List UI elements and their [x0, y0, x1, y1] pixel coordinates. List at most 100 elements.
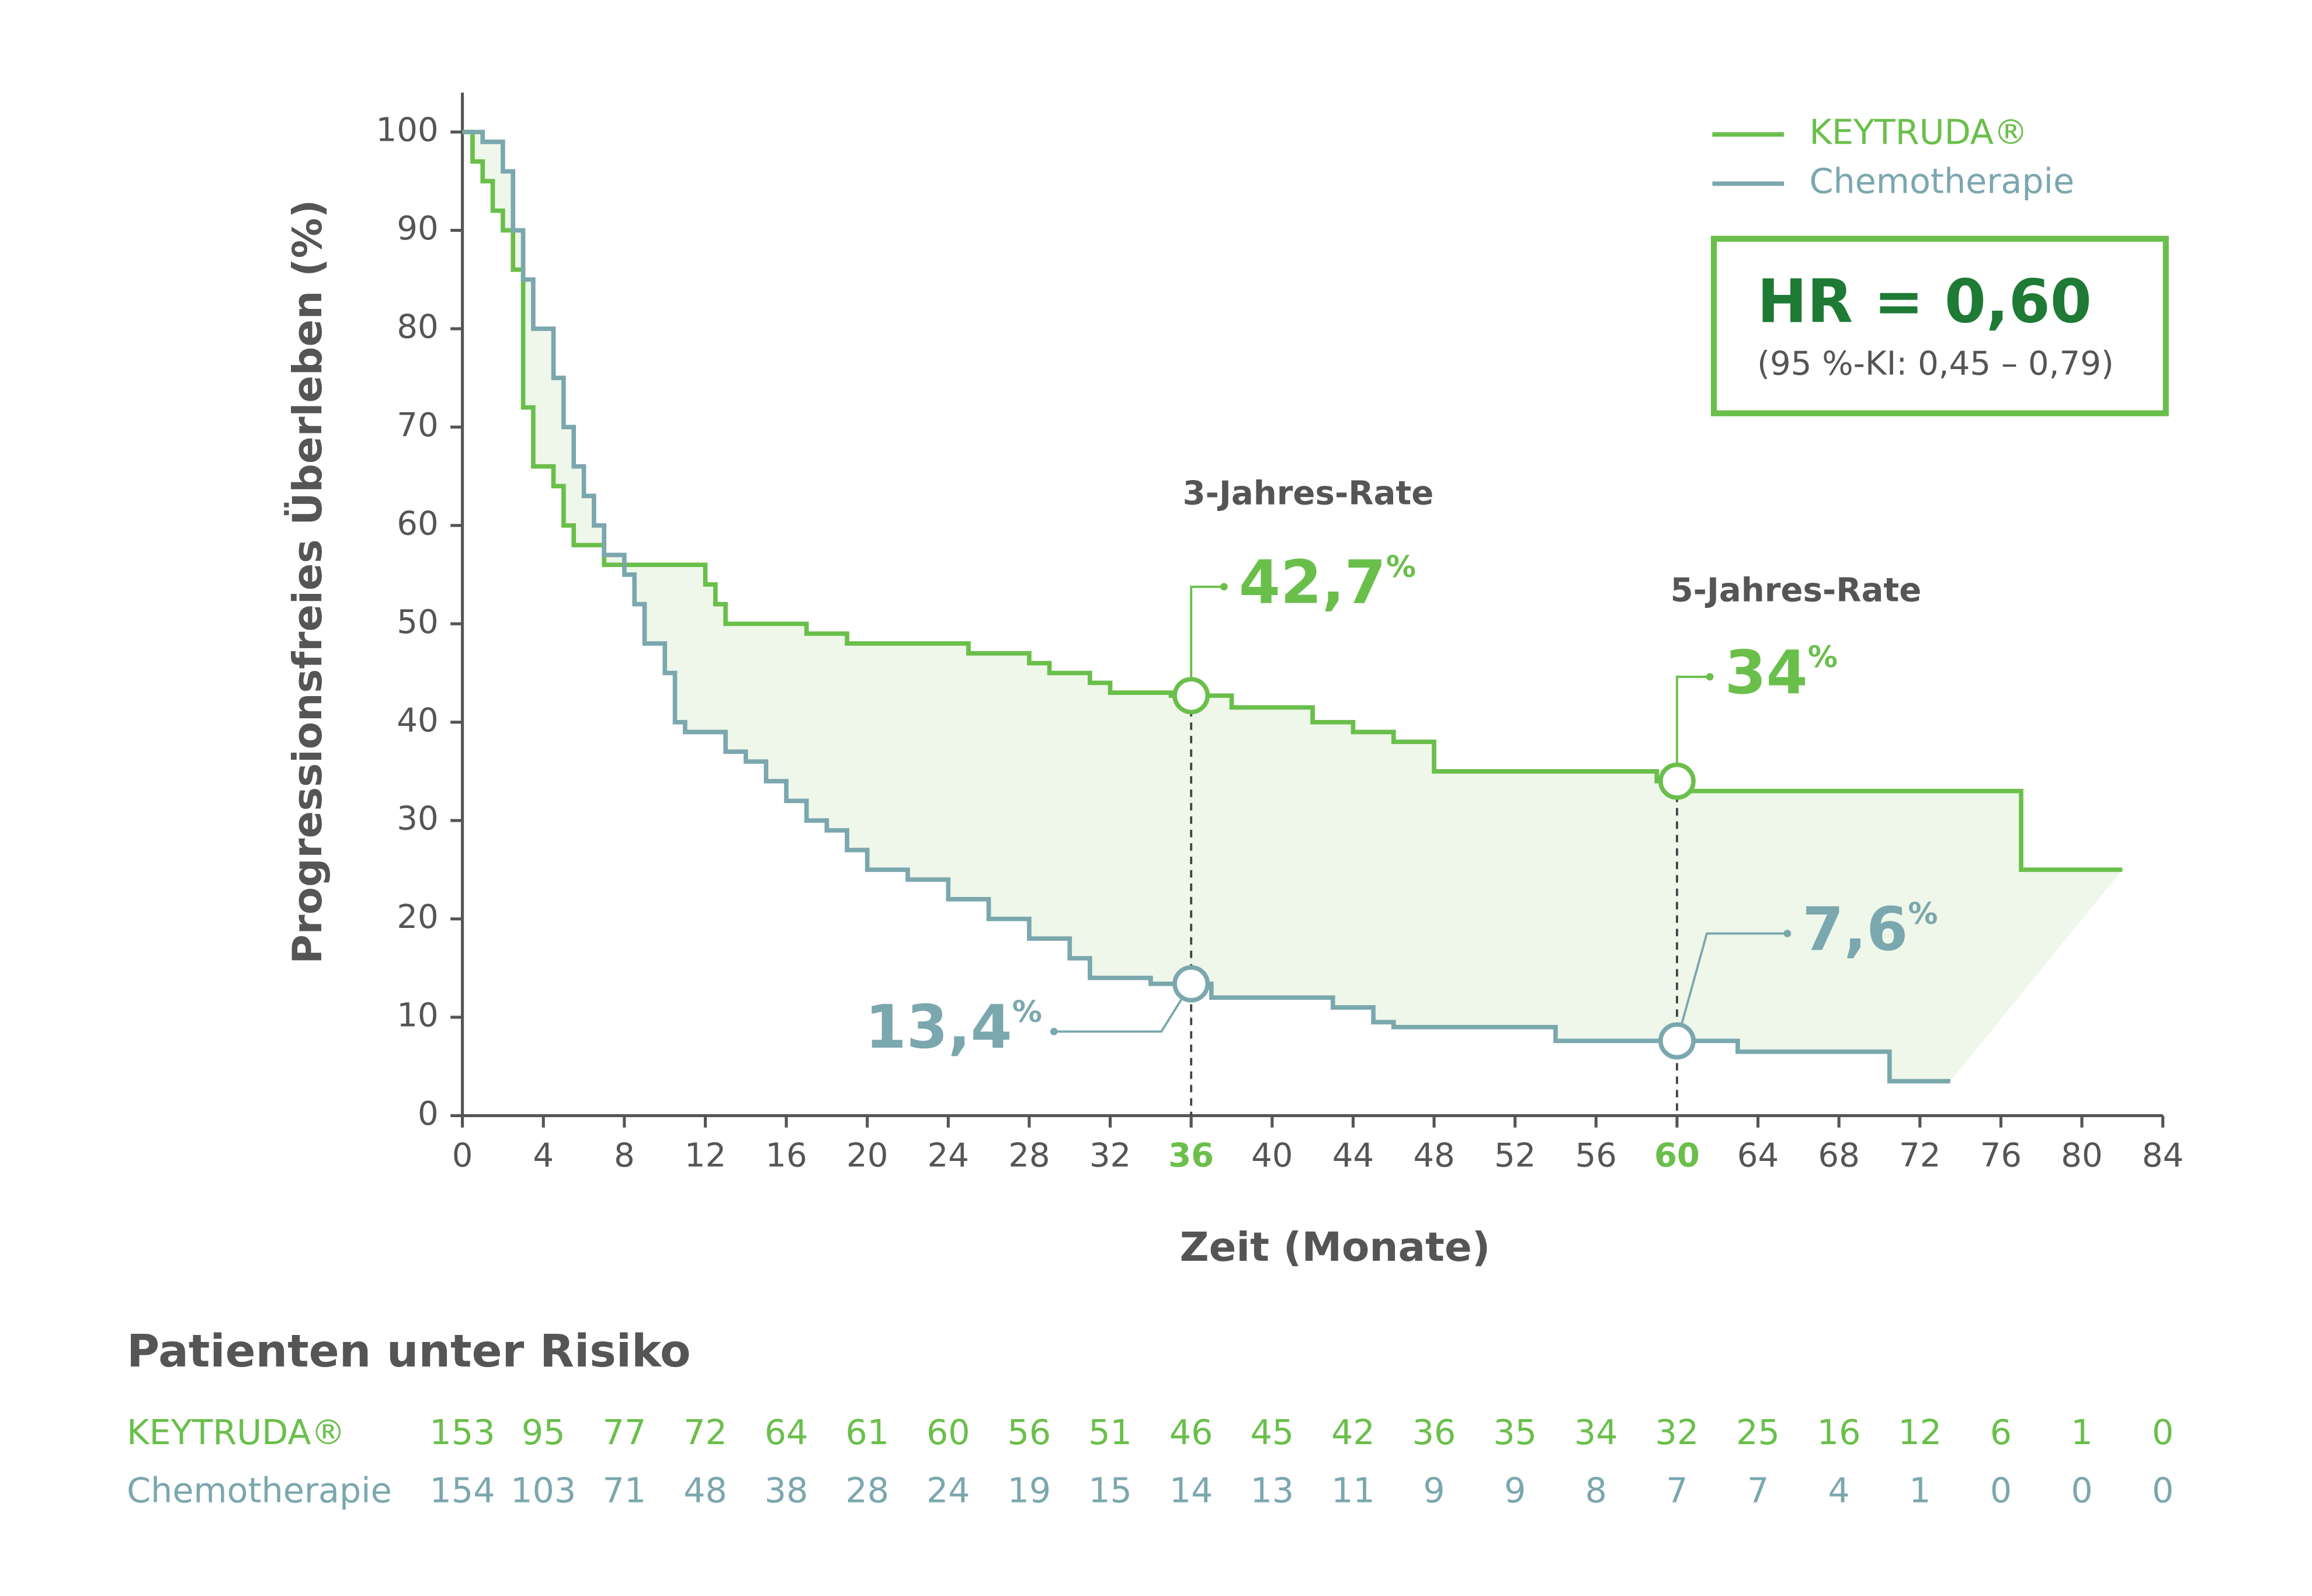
x-tick-label: 68 [1818, 1137, 1859, 1175]
risk-value: 15 [1088, 1470, 1132, 1511]
leader-dot [1220, 583, 1228, 591]
risk-value: 16 [1817, 1412, 1861, 1452]
x-tick-label: 24 [928, 1137, 969, 1175]
risk-value: 48 [683, 1470, 727, 1511]
risk-value: 7 [1666, 1470, 1688, 1511]
risk-value: 6 [1990, 1412, 2012, 1452]
x-tick-label: 76 [1980, 1137, 2022, 1175]
leader-dot [1783, 930, 1792, 937]
rate-unit: % [1908, 897, 1938, 931]
risk-value: 28 [845, 1470, 889, 1511]
y-tick-label: 100 [376, 112, 439, 149]
leader-dot [1706, 673, 1714, 681]
risk-value: 60 [926, 1412, 970, 1452]
risk-value: 8 [1585, 1470, 1607, 1511]
rate-marker [1172, 677, 1210, 715]
y-tick-label: 30 [397, 800, 438, 838]
x-tick-label: 56 [1575, 1137, 1617, 1175]
x-tick-label: 72 [1899, 1137, 1940, 1175]
risk-value: 25 [1736, 1412, 1780, 1452]
x-tick-label: 64 [1737, 1137, 1779, 1175]
y-axis-title: Progressionsfreies Überleben (%) [283, 200, 331, 964]
x-tick-label: 36 [1168, 1137, 1214, 1175]
risk-value: 13 [1250, 1470, 1294, 1511]
legend-label: Chemotherapie [1809, 161, 2074, 201]
risk-value: 12 [1898, 1412, 1942, 1452]
risk-row-name: KEYTRUDA® [127, 1412, 345, 1452]
leader-dot [1050, 1028, 1058, 1035]
risk-value: 153 [430, 1412, 495, 1452]
km-curve [462, 130, 1950, 1084]
leader-line [1676, 932, 1787, 1041]
rate-marker [1658, 762, 1696, 800]
risk-value: 34 [1574, 1412, 1618, 1452]
rate-label: 7,6 [1802, 895, 1908, 964]
hr-title: HR = 0,60 [1757, 267, 2092, 337]
km-curve [462, 130, 2123, 872]
risk-value: 103 [511, 1470, 576, 1511]
risk-value: 1 [1909, 1470, 1931, 1511]
risk-value: 1 [2071, 1412, 2092, 1452]
risk-value: 154 [430, 1470, 495, 1511]
risk-value: 11 [1331, 1470, 1375, 1511]
y-tick-label: 60 [397, 505, 438, 543]
x-tick-label: 60 [1654, 1137, 1700, 1175]
area-between [462, 132, 2123, 1082]
annotation: 3-Jahres-Rate [1183, 475, 1434, 513]
risk-value: 42 [1331, 1412, 1375, 1452]
risk-value: 4 [1828, 1470, 1849, 1511]
y-tick-label: 20 [397, 898, 438, 936]
risk-value: 56 [1008, 1412, 1051, 1452]
x-tick-label: 12 [685, 1137, 726, 1175]
y-tick-label: 40 [397, 701, 438, 739]
risk-value: 46 [1169, 1412, 1213, 1452]
risk-value: 19 [1008, 1470, 1051, 1511]
risk-value: 9 [1504, 1470, 1526, 1511]
risk-value: 51 [1088, 1412, 1132, 1452]
annotation: 5-Jahres-Rate [1671, 572, 1922, 610]
y-tick-label: 70 [397, 406, 438, 444]
risk-value: 24 [926, 1470, 970, 1511]
risk-row-name: Chemotherapie [127, 1470, 392, 1511]
x-tick-label: 28 [1008, 1137, 1050, 1175]
risk-value: 64 [765, 1412, 808, 1452]
y-tick-label: 50 [397, 603, 438, 641]
risk-title: Patienten unter Risiko [127, 1326, 691, 1378]
y-tick-label: 90 [397, 210, 438, 248]
risk-value: 32 [1655, 1412, 1699, 1452]
risk-value: 0 [2152, 1470, 2174, 1511]
risk-value: 35 [1493, 1412, 1537, 1452]
leader-line [1676, 676, 1710, 781]
x-tick-label: 84 [2142, 1137, 2183, 1175]
x-tick-label: 52 [1494, 1137, 1536, 1175]
y-tick-label: 10 [397, 997, 438, 1035]
y-tick-label: 80 [397, 308, 438, 346]
x-tick-label: 44 [1332, 1137, 1374, 1175]
leader-line [1190, 585, 1224, 696]
rate-unit: % [1808, 640, 1838, 674]
risk-value: 14 [1169, 1470, 1213, 1511]
risk-value: 77 [602, 1412, 646, 1452]
risk-value: 0 [1990, 1470, 2012, 1511]
risk-value: 72 [683, 1412, 727, 1452]
rate-unit: % [1012, 995, 1042, 1030]
risk-value: 38 [765, 1470, 808, 1511]
risk-value: 61 [845, 1412, 889, 1452]
risk-value: 45 [1250, 1412, 1294, 1452]
risk-value: 0 [2071, 1470, 2092, 1511]
risk-value: 0 [2152, 1412, 2174, 1452]
rate-label: 42,7 [1239, 548, 1386, 618]
x-tick-label: 40 [1251, 1137, 1293, 1175]
risk-value: 7 [1747, 1470, 1769, 1511]
x-tick-label: 16 [765, 1137, 807, 1175]
x-tick-label: 20 [846, 1137, 888, 1175]
rate-label: 34 [1725, 638, 1808, 708]
x-tick-label: 4 [533, 1137, 554, 1175]
risk-value: 9 [1423, 1470, 1445, 1511]
rate-marker [1658, 1022, 1696, 1060]
legend-label: KEYTRUDA® [1809, 112, 2028, 152]
rate-marker [1172, 965, 1210, 1003]
risk-value: 71 [602, 1470, 646, 1511]
hr-ci: (95 %-KI: 0,45 – 0,79) [1757, 345, 2114, 383]
